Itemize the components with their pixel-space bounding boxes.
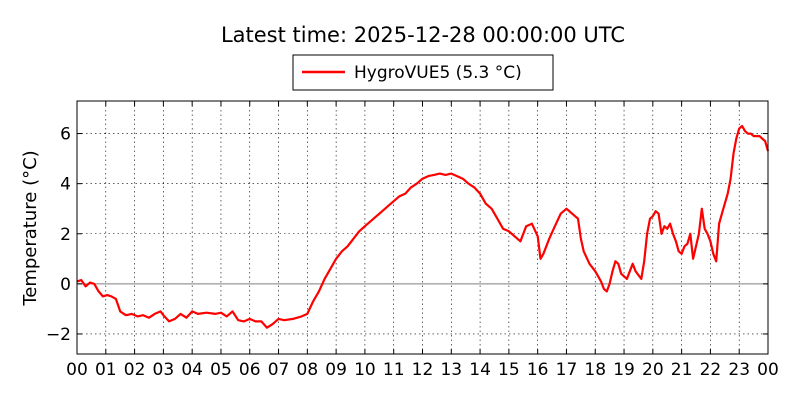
y-axis-label: Temperature (°C)	[20, 150, 41, 306]
x-tick-label: 00	[757, 360, 779, 380]
x-tick-label: 04	[181, 360, 203, 380]
x-tick-label: 12	[412, 360, 434, 380]
x-tick-labels: 00 01 02 03 04 05 06 07 08 09 10 11 12 13 14 15 16 17 18 19…	[66, 360, 779, 380]
x-tick-label: 16	[527, 360, 549, 380]
x-tick-label: 11	[383, 360, 405, 380]
x-tick-label: 03	[153, 360, 175, 380]
ticks-group	[76, 101, 769, 354]
x-tick-label: 01	[95, 360, 117, 380]
x-tick-label: 17	[556, 360, 578, 380]
x-tick-label: 22	[700, 360, 722, 380]
x-tick-label: 14	[469, 360, 491, 380]
y-tick-label: 0	[60, 275, 71, 295]
plot-frame	[76, 100, 769, 355]
series-line-hygrovue5	[76, 124, 770, 329]
y-tick-label: 2	[60, 225, 71, 245]
x-tick-label: 18	[584, 360, 606, 380]
x-tick-label: 10	[354, 360, 376, 380]
y-tick-label: 4	[60, 175, 71, 195]
chart-title: Latest time: 2025-12-28 00:00:00 UTC	[221, 23, 625, 47]
series-group	[76, 124, 770, 329]
y-tick-labels: −2 0 2 4 6	[46, 125, 71, 345]
x-tick-label: 13	[440, 360, 462, 380]
x-tick-label: 00	[66, 360, 88, 380]
x-tick-label: 02	[124, 360, 146, 380]
y-tick-label: 6	[60, 125, 71, 145]
legend-label: HygroVUE5 (5.3 °C)	[354, 63, 522, 83]
x-tick-label: 21	[671, 360, 693, 380]
x-tick-label: 08	[297, 360, 319, 380]
x-tick-label: 23	[728, 360, 750, 380]
x-tick-label: 19	[613, 360, 635, 380]
legend: HygroVUE5 (5.3 °C)	[292, 54, 554, 91]
x-tick-label: 06	[239, 360, 261, 380]
x-tick-label: 20	[642, 360, 664, 380]
x-tick-label: 09	[325, 360, 347, 380]
x-tick-label: 05	[210, 360, 232, 380]
y-tick-label: −2	[46, 325, 71, 345]
x-tick-label: 07	[268, 360, 290, 380]
x-tick-label: 15	[498, 360, 520, 380]
